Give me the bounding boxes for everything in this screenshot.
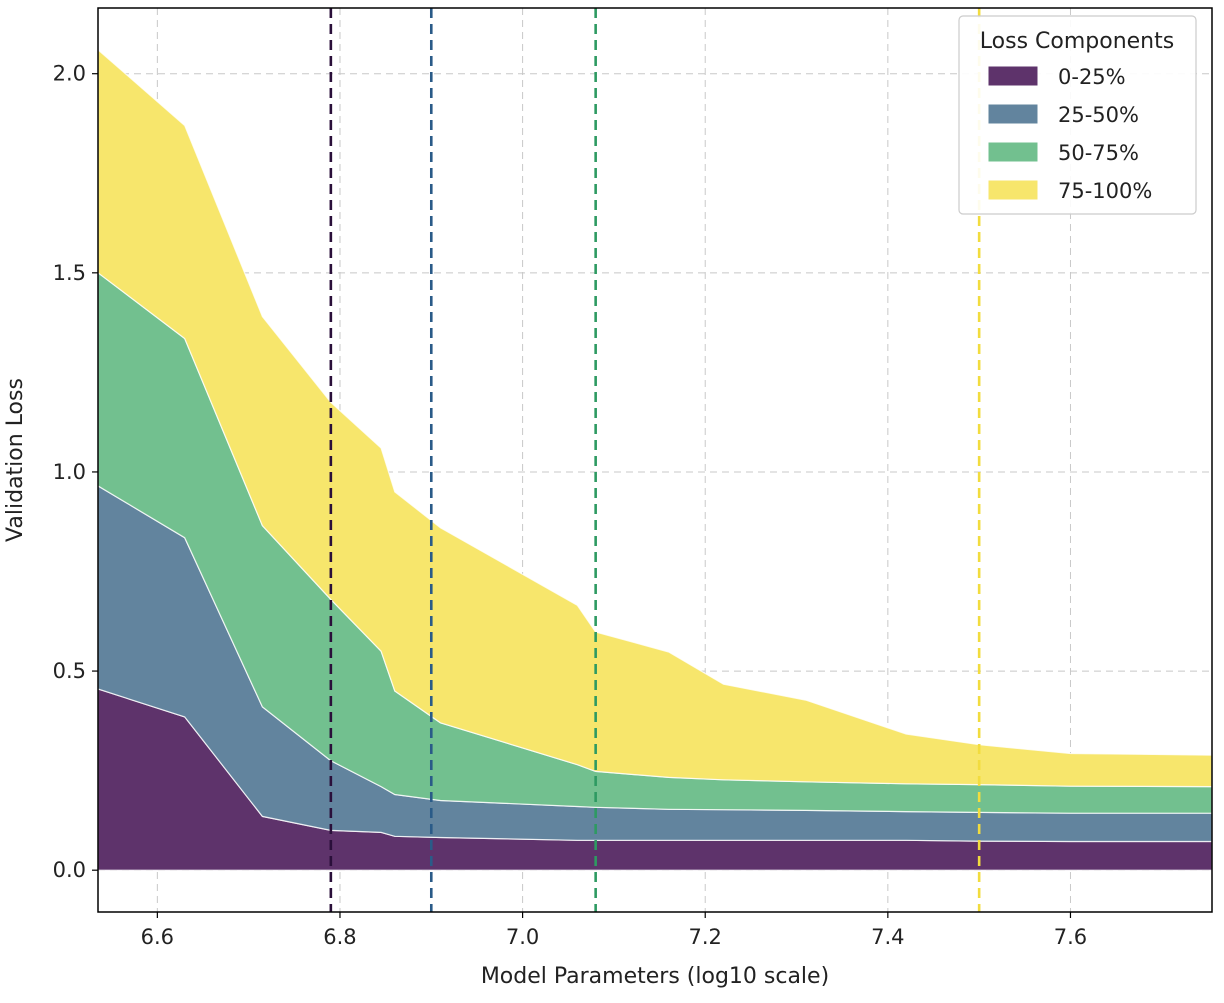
y-tick-label-3: 1.5 [53,261,86,285]
legend-title: Loss Components [980,29,1174,54]
y-tick-label-0: 0.0 [53,858,86,882]
legend-items: 0-25% 25-50% 50-75% 75-100% [987,65,1152,203]
x-axis-label: Model Parameters (log10 scale) [481,964,829,989]
reference-lines [329,8,981,912]
area-series-4 [98,49,1212,788]
axis-ticks: 6.6 6.8 7.0 7.2 7.4 7.6 0.0 0.5 1.0 1.5 2.0 [53,62,1088,949]
legend-swatch-4 [987,179,1039,201]
legend-label-3: 50-75% [1058,141,1139,165]
area-layer [98,49,1212,871]
x-tick-label-5: 7.6 [1054,925,1087,949]
x-tick-label-1: 6.8 [323,925,356,949]
y-axis-label: Validation Loss [3,378,28,542]
y-tick-label-1: 0.5 [53,659,86,683]
y-tick-label-2: 1.0 [53,460,86,484]
legend: Loss Components 0-25% 25-50% 50-75% 75-100% [958,15,1197,215]
plot-frame [97,7,1213,913]
legend-label-2: 25-50% [1058,103,1139,127]
x-tick-label-0: 6.6 [141,925,174,949]
x-tick-label-3: 7.2 [689,925,722,949]
legend-label-4: 75-100% [1058,179,1152,203]
x-tick-label-2: 7.0 [506,925,539,949]
legend-swatch-1 [987,65,1039,87]
legend-swatch-2 [987,103,1039,125]
y-tick-label-4: 2.0 [53,62,86,86]
legend-swatch-3 [987,141,1039,163]
legend-label-1: 0-25% [1058,65,1126,89]
x-tick-label-4: 7.4 [871,925,904,949]
